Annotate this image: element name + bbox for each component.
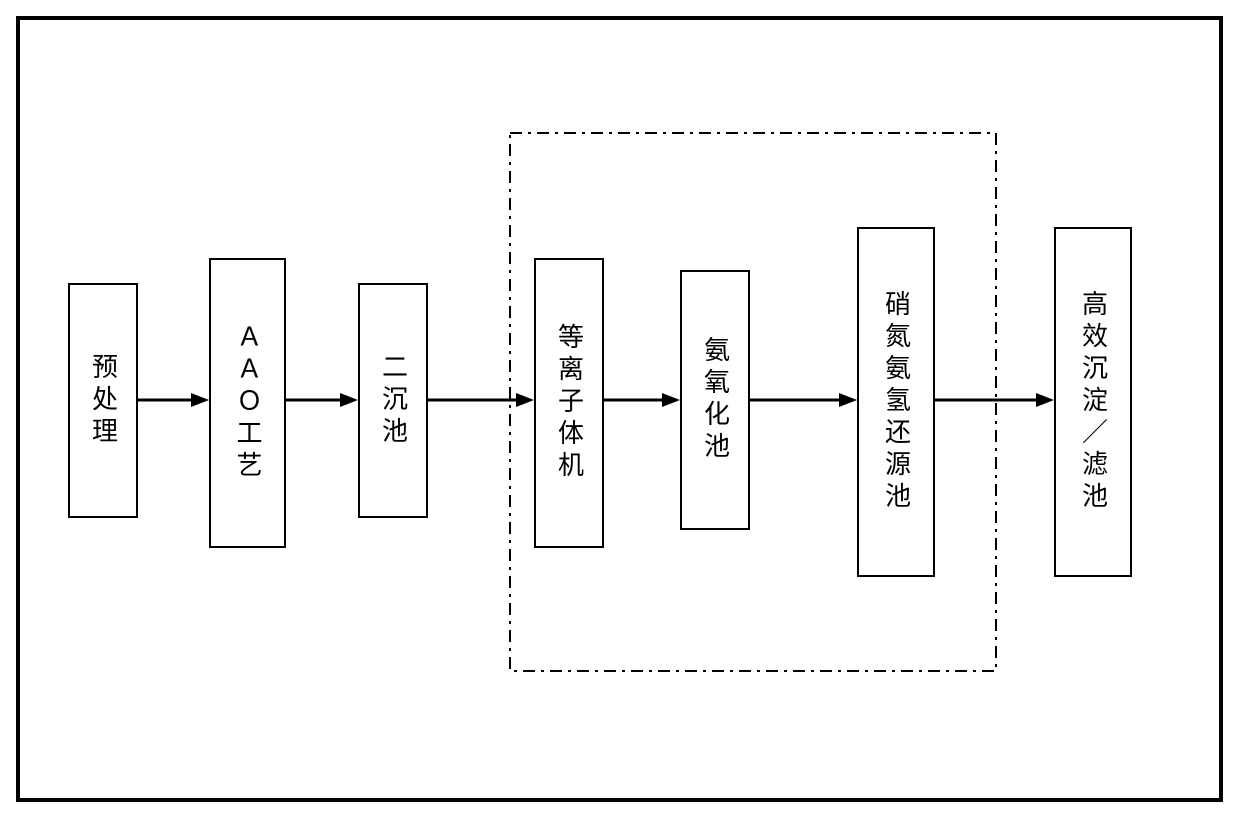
flow-node-n2: ＡＡＯ工艺 bbox=[209, 258, 286, 548]
flow-arrow bbox=[604, 380, 680, 420]
flow-node-label: 硝氮氨氢还源池 bbox=[877, 290, 916, 514]
flow-arrow bbox=[750, 380, 857, 420]
flow-node-label: ＡＡＯ工艺 bbox=[228, 323, 267, 483]
flow-node-n6: 硝氮氨氢还源池 bbox=[857, 227, 935, 577]
flow-node-n4: 等离子体机 bbox=[534, 258, 604, 548]
flow-node-label: 氨氧化池 bbox=[696, 336, 735, 464]
flow-arrow bbox=[935, 380, 1054, 420]
diagram-canvas: 预处理 ＡＡＯ工艺 二沉池 等离子体机 氨氧化池 硝氮氨氢还源池 高效沉淀／滤池 bbox=[0, 0, 1239, 818]
flow-node-label: 二沉池 bbox=[374, 353, 413, 449]
flow-node-n5: 氨氧化池 bbox=[680, 270, 750, 530]
flow-node-n7: 高效沉淀／滤池 bbox=[1054, 227, 1132, 577]
flow-node-n1: 预处理 bbox=[68, 283, 138, 518]
flow-node-label: 等离子体机 bbox=[550, 323, 589, 483]
flow-arrow bbox=[138, 380, 209, 420]
flow-node-n3: 二沉池 bbox=[358, 283, 428, 518]
flow-arrow bbox=[286, 380, 358, 420]
flow-node-label: 预处理 bbox=[84, 353, 123, 449]
flow-arrow bbox=[428, 380, 534, 420]
flow-node-label: 高效沉淀／滤池 bbox=[1074, 290, 1113, 514]
